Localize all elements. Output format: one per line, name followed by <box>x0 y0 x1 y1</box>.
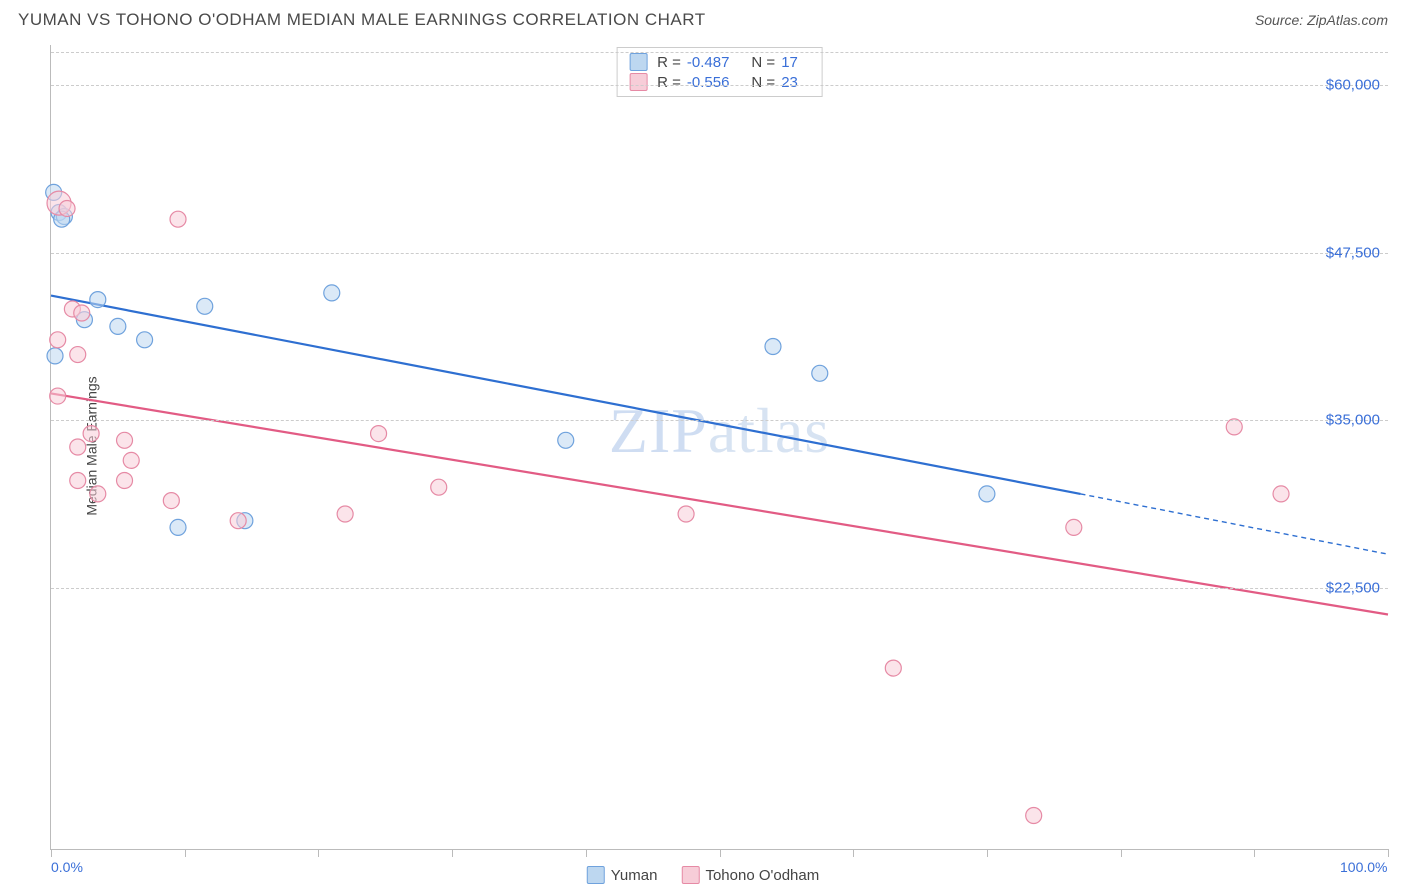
data-point <box>137 332 153 348</box>
data-point <box>117 473 133 489</box>
legend-item-tohono: Tohono O'odham <box>681 866 819 884</box>
data-point <box>765 339 781 355</box>
y-tick-label: $22,500 <box>1326 579 1380 596</box>
x-tick <box>51 849 52 857</box>
x-tick <box>720 849 721 857</box>
x-tick <box>1388 849 1389 857</box>
data-point <box>90 486 106 502</box>
data-point <box>70 347 86 363</box>
legend-item-yuman: Yuman <box>587 866 658 884</box>
data-point <box>170 519 186 535</box>
data-point <box>337 506 353 522</box>
legend-stats: R = -0.487 N = 17 R = -0.556 N = 23 <box>616 47 823 97</box>
y-tick-label: $60,000 <box>1326 77 1380 94</box>
x-tick-label: 0.0% <box>51 859 83 875</box>
data-point <box>812 365 828 381</box>
chart-header: YUMAN VS TOHONO O'ODHAM MEDIAN MALE EARN… <box>0 0 1406 36</box>
legend-label-tohono: Tohono O'odham <box>705 867 819 884</box>
gridline <box>51 253 1388 254</box>
data-point <box>1226 419 1242 435</box>
n-value-tohono: 23 <box>781 74 798 91</box>
data-point <box>47 348 63 364</box>
r-value-yuman: -0.487 <box>687 54 730 71</box>
gridline <box>51 85 1388 86</box>
data-point <box>324 285 340 301</box>
data-point <box>83 426 99 442</box>
data-point <box>1273 486 1289 502</box>
source-attribution: Source: ZipAtlas.com <box>1255 12 1388 28</box>
data-point <box>678 506 694 522</box>
data-point <box>371 426 387 442</box>
x-tick <box>318 849 319 857</box>
legend-stats-row-0: R = -0.487 N = 17 <box>629 52 810 72</box>
gridline <box>51 420 1388 421</box>
data-point <box>90 292 106 308</box>
x-tick <box>1254 849 1255 857</box>
data-point <box>1066 519 1082 535</box>
data-point <box>110 318 126 334</box>
data-point <box>1026 808 1042 824</box>
source-prefix: Source: <box>1255 12 1307 28</box>
legend-label-yuman: Yuman <box>611 867 658 884</box>
data-point <box>230 513 246 529</box>
r-label: R = <box>657 74 681 91</box>
data-point <box>117 432 133 448</box>
gridline <box>51 588 1388 589</box>
swatch-tohono-bottom-icon <box>681 866 699 884</box>
regression-line <box>51 296 1080 494</box>
regression-line <box>51 393 1388 614</box>
data-point <box>70 439 86 455</box>
data-point <box>197 298 213 314</box>
x-tick <box>185 849 186 857</box>
data-point <box>163 493 179 509</box>
plot-area: ZIPatlas R = -0.487 N = 17 R = -0.556 N … <box>50 45 1388 850</box>
data-point <box>74 305 90 321</box>
r-value-tohono: -0.556 <box>687 74 730 91</box>
data-point <box>70 473 86 489</box>
data-point <box>558 432 574 448</box>
data-point <box>50 388 66 404</box>
source-name: ZipAtlas.com <box>1307 12 1388 28</box>
r-label: R = <box>657 54 681 71</box>
n-label: N = <box>751 54 775 71</box>
data-point <box>50 332 66 348</box>
x-tick <box>586 849 587 857</box>
data-point <box>431 479 447 495</box>
x-tick <box>452 849 453 857</box>
x-tick <box>1121 849 1122 857</box>
regression-line-extrapolated <box>1080 494 1388 554</box>
data-point <box>979 486 995 502</box>
x-tick <box>987 849 988 857</box>
legend-series: Yuman Tohono O'odham <box>587 866 819 884</box>
gridline <box>51 52 1388 53</box>
swatch-tohono-icon <box>629 73 647 91</box>
x-tick-label: 100.0% <box>1340 859 1387 875</box>
scatter-svg <box>51 45 1388 849</box>
data-point <box>59 200 75 216</box>
swatch-yuman-icon <box>629 53 647 71</box>
data-point <box>170 211 186 227</box>
x-tick <box>853 849 854 857</box>
swatch-yuman-bottom-icon <box>587 866 605 884</box>
y-tick-label: $47,500 <box>1326 244 1380 261</box>
data-point <box>885 660 901 676</box>
n-value-yuman: 17 <box>781 54 798 71</box>
y-tick-label: $35,000 <box>1326 412 1380 429</box>
legend-stats-row-1: R = -0.556 N = 23 <box>629 72 810 92</box>
chart-title: YUMAN VS TOHONO O'ODHAM MEDIAN MALE EARN… <box>18 10 706 30</box>
n-label: N = <box>751 74 775 91</box>
data-point <box>123 452 139 468</box>
